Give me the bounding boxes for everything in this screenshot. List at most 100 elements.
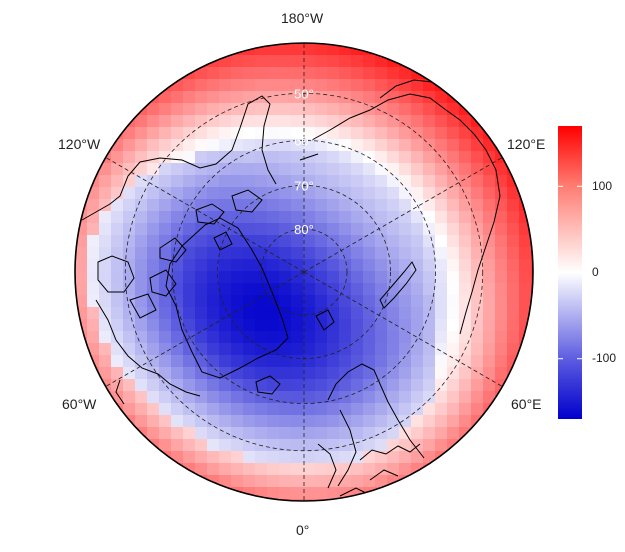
field-cell bbox=[507, 55, 520, 68]
field-cell bbox=[195, 307, 208, 320]
field-cell bbox=[339, 247, 352, 260]
field-cell bbox=[507, 91, 520, 104]
field-cell bbox=[87, 151, 100, 164]
field-cell bbox=[459, 355, 472, 368]
field-cell bbox=[447, 247, 460, 260]
field-cell bbox=[135, 271, 148, 284]
field-cell bbox=[531, 163, 533, 176]
field-cell bbox=[111, 427, 124, 440]
field-cell bbox=[75, 271, 88, 284]
field-cell bbox=[147, 175, 160, 188]
field-cell bbox=[147, 355, 160, 368]
field-cell bbox=[447, 151, 460, 164]
field-cell bbox=[303, 415, 316, 428]
field-cell bbox=[375, 499, 388, 501]
field-cell bbox=[363, 367, 376, 380]
field-cell bbox=[75, 439, 88, 452]
field-cell bbox=[351, 223, 364, 236]
field-cell bbox=[327, 139, 340, 152]
field-cell bbox=[231, 415, 244, 428]
field-cell bbox=[195, 391, 208, 404]
field-cell bbox=[99, 43, 112, 56]
field-cell bbox=[531, 259, 533, 272]
field-cell bbox=[75, 367, 88, 380]
field-cell bbox=[531, 103, 533, 116]
field-cell bbox=[363, 55, 376, 68]
field-cell bbox=[111, 415, 124, 428]
field-cell bbox=[195, 115, 208, 128]
field-cell bbox=[339, 295, 352, 308]
field-cell bbox=[327, 379, 340, 392]
field-cell bbox=[447, 379, 460, 392]
field-cell bbox=[531, 367, 533, 380]
field-cell bbox=[507, 463, 520, 476]
field-cell bbox=[255, 67, 268, 80]
field-cell bbox=[351, 283, 364, 296]
field-cell bbox=[279, 223, 292, 236]
field-cell bbox=[147, 331, 160, 344]
field-cell bbox=[147, 115, 160, 128]
field-cell bbox=[207, 427, 220, 440]
field-cell bbox=[111, 55, 124, 68]
field-cell bbox=[123, 151, 136, 164]
field-cell bbox=[291, 403, 304, 416]
field-cell bbox=[243, 295, 256, 308]
field-cell bbox=[183, 187, 196, 200]
field-cell bbox=[435, 43, 448, 56]
field-cell bbox=[399, 211, 412, 224]
field-cell bbox=[279, 463, 292, 476]
field-cell bbox=[459, 127, 472, 140]
graticule bbox=[105, 43, 503, 501]
field-cell bbox=[423, 343, 436, 356]
field-cell bbox=[231, 499, 244, 501]
field-cell bbox=[423, 319, 436, 332]
field-cell bbox=[387, 307, 400, 320]
field-cell bbox=[123, 115, 136, 128]
field-cell bbox=[75, 379, 88, 392]
field-cell bbox=[327, 187, 340, 200]
field-cell bbox=[435, 247, 448, 260]
field-cell bbox=[207, 343, 220, 356]
field-cell bbox=[279, 79, 292, 92]
svalbard-outline bbox=[315, 309, 335, 331]
field-cell bbox=[135, 103, 148, 116]
field-cell bbox=[135, 151, 148, 164]
field-cell bbox=[351, 67, 364, 80]
field-cell bbox=[87, 259, 100, 272]
field-cell bbox=[123, 223, 136, 236]
field-cell bbox=[267, 331, 280, 344]
field-cell bbox=[435, 91, 448, 104]
field-cell bbox=[159, 115, 172, 128]
field-cell bbox=[471, 127, 484, 140]
field-cell bbox=[387, 331, 400, 344]
field-cell bbox=[483, 79, 496, 92]
field-cell bbox=[303, 235, 316, 248]
field-cell bbox=[399, 355, 412, 368]
field-cell bbox=[411, 307, 424, 320]
field-cell bbox=[111, 271, 124, 284]
field-cell bbox=[339, 55, 352, 68]
field-cell bbox=[219, 91, 232, 104]
field-cell bbox=[231, 187, 244, 200]
field-cell bbox=[243, 499, 256, 501]
field-cell bbox=[447, 391, 460, 404]
field-cell bbox=[483, 43, 496, 56]
field-cell bbox=[471, 199, 484, 212]
field-cell bbox=[171, 343, 184, 356]
field-cell bbox=[207, 151, 220, 164]
field-cell bbox=[183, 283, 196, 296]
field-cell bbox=[99, 463, 112, 476]
field-cell bbox=[351, 367, 364, 380]
field-cell bbox=[279, 451, 292, 464]
field-cell bbox=[411, 103, 424, 116]
field-cell bbox=[471, 451, 484, 464]
field-cell bbox=[99, 55, 112, 68]
field-cell bbox=[471, 427, 484, 440]
field-cell bbox=[423, 451, 436, 464]
field-cell bbox=[327, 223, 340, 236]
field-cell bbox=[423, 55, 436, 68]
field-cell bbox=[351, 307, 364, 320]
field-cell bbox=[459, 499, 472, 501]
field-cell bbox=[363, 379, 376, 392]
field-cell bbox=[471, 403, 484, 416]
